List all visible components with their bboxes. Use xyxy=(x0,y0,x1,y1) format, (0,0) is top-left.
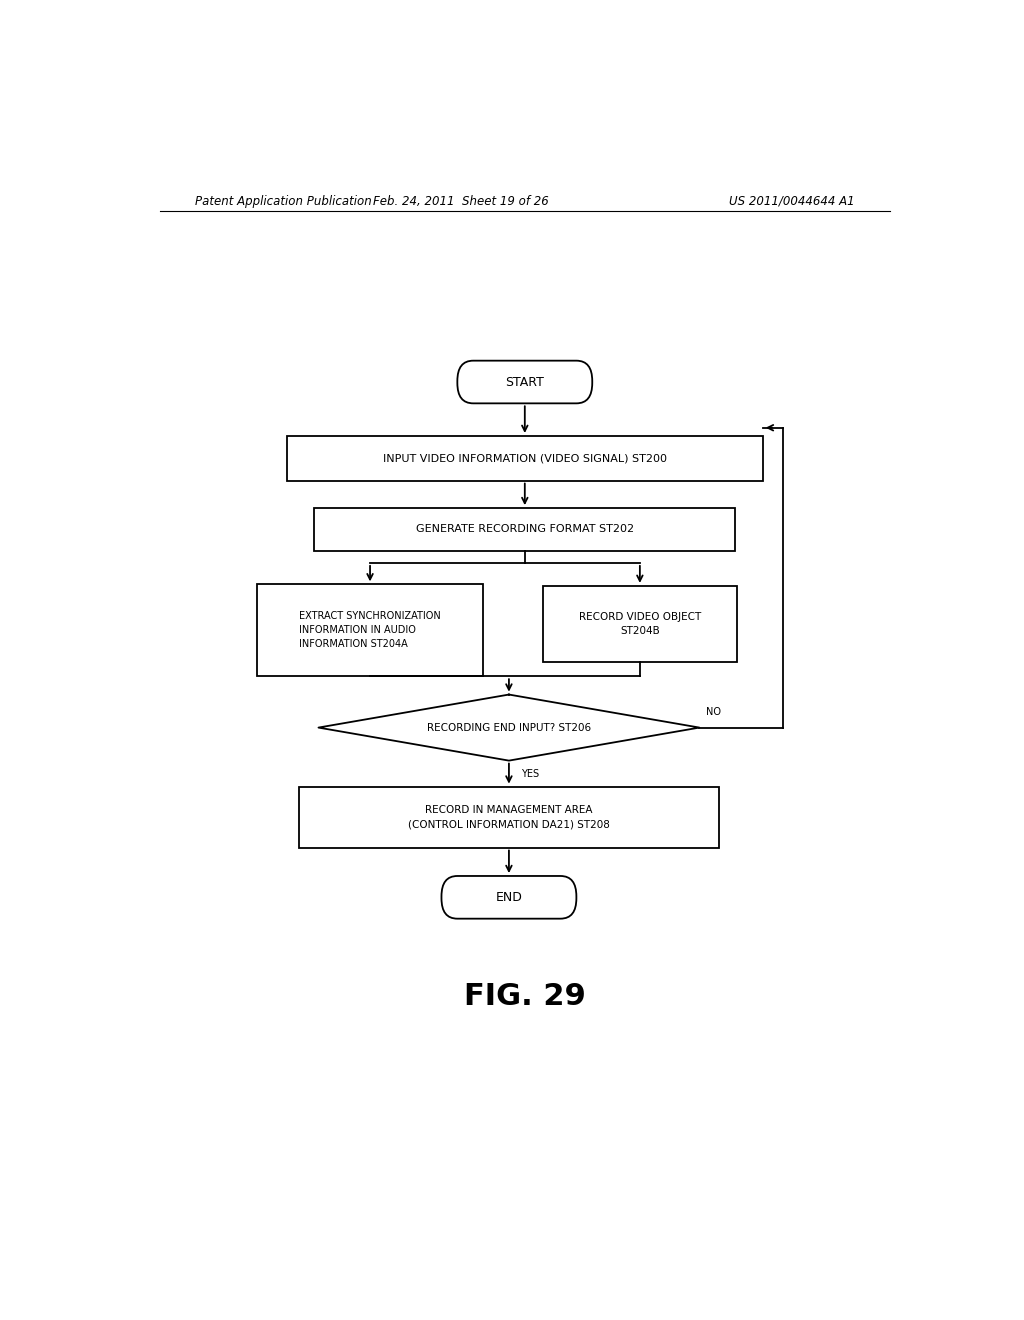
Bar xyxy=(299,787,719,847)
Text: END: END xyxy=(496,891,522,904)
Text: FIG. 29: FIG. 29 xyxy=(464,982,586,1011)
Text: Patent Application Publication: Patent Application Publication xyxy=(196,194,372,207)
Bar xyxy=(287,436,763,480)
Bar xyxy=(314,508,735,550)
Text: START: START xyxy=(506,375,544,388)
Text: US 2011/0044644 A1: US 2011/0044644 A1 xyxy=(728,194,854,207)
Polygon shape xyxy=(318,694,699,760)
Text: EXTRACT SYNCHRONIZATION
INFORMATION IN AUDIO
INFORMATION ST204A: EXTRACT SYNCHRONIZATION INFORMATION IN A… xyxy=(299,611,441,649)
Text: RECORD VIDEO OBJECT
ST204B: RECORD VIDEO OBJECT ST204B xyxy=(579,612,701,636)
FancyBboxPatch shape xyxy=(441,876,577,919)
Text: RECORD IN MANAGEMENT AREA
(CONTROL INFORMATION DA21) ST208: RECORD IN MANAGEMENT AREA (CONTROL INFOR… xyxy=(408,805,610,829)
Bar xyxy=(543,586,737,663)
Text: NO: NO xyxy=(706,708,721,718)
Text: INPUT VIDEO INFORMATION (VIDEO SIGNAL) ST200: INPUT VIDEO INFORMATION (VIDEO SIGNAL) S… xyxy=(383,453,667,463)
Text: YES: YES xyxy=(521,768,539,779)
Text: Feb. 24, 2011  Sheet 19 of 26: Feb. 24, 2011 Sheet 19 of 26 xyxy=(374,194,549,207)
Text: RECORDING END INPUT? ST206: RECORDING END INPUT? ST206 xyxy=(427,722,591,733)
Text: GENERATE RECORDING FORMAT ST202: GENERATE RECORDING FORMAT ST202 xyxy=(416,524,634,535)
Bar xyxy=(257,585,483,676)
FancyBboxPatch shape xyxy=(458,360,592,404)
